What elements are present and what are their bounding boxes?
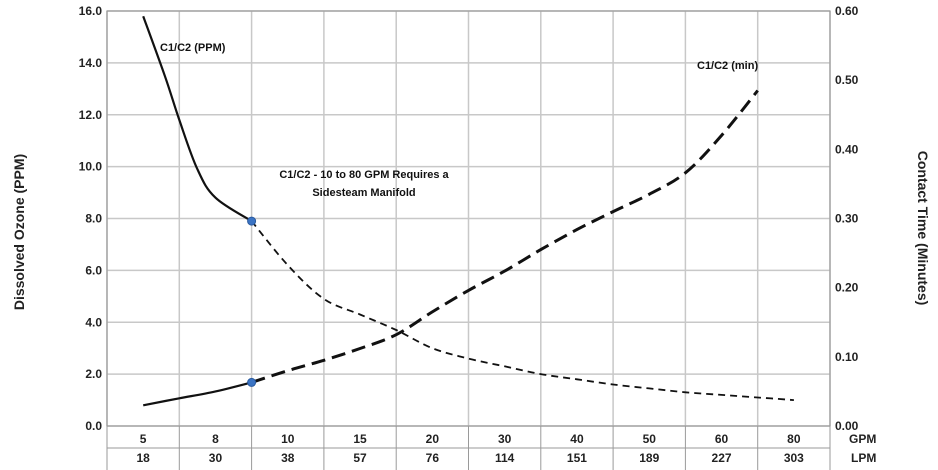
- right-tick-label: 0.50: [835, 73, 859, 87]
- x-tick-gpm: 15: [353, 432, 367, 446]
- x-tick-gpm: 60: [715, 432, 729, 446]
- x-tick-gpm: 50: [643, 432, 657, 446]
- series-layer: [142, 15, 794, 407]
- left-tick-label: 12.0: [79, 108, 103, 122]
- left-tick-label: 14.0: [79, 56, 103, 70]
- x-tick-lpm: 18: [136, 451, 150, 465]
- series-label-ppm: C1/C2 (PPM): [160, 42, 226, 54]
- x-tick-lpm: 303: [784, 451, 804, 465]
- left-axis-title: Dissolved Ozone (PPM): [11, 154, 27, 310]
- left-tick-label: 4.0: [85, 315, 102, 329]
- lpm-units-label: LPM: [851, 451, 876, 465]
- x-tick-lpm: 57: [353, 451, 367, 465]
- right-axis-title: Contact Time (Minutes): [915, 151, 931, 306]
- x-tick-lpm: 189: [639, 451, 659, 465]
- right-tick-label: 0.20: [835, 281, 859, 295]
- x-tick-lpm: 114: [495, 451, 515, 465]
- x-tick-gpm: 80: [787, 432, 801, 446]
- x-tick-gpm: 8: [212, 432, 219, 446]
- x-tick-lpm: 38: [281, 451, 295, 465]
- left-tick-label: 10.0: [79, 160, 103, 174]
- left-tick-label: 6.0: [85, 263, 102, 277]
- x-tick-lpm: 227: [712, 451, 732, 465]
- left-tick-label: 16.0: [79, 4, 103, 18]
- x-tick-lpm: 76: [426, 451, 440, 465]
- x-tick-gpm: 40: [570, 432, 584, 446]
- left-axis-ticks: 0.0 2.0 4.0 6.0 8.0 10.0 12.0 14.0 16.0: [79, 4, 103, 433]
- right-tick-label: 0.40: [835, 142, 859, 156]
- x-tick-gpm: 30: [498, 432, 512, 446]
- series-line-ppm-solid: [142, 15, 253, 223]
- series-line-min-solid: [142, 381, 252, 407]
- left-tick-label: 8.0: [85, 212, 102, 226]
- series-line-ppm-dashed: [250, 220, 794, 401]
- right-axis-ticks: 0.00 0.10 0.20 0.30 0.40 0.50 0.60: [835, 4, 859, 433]
- series-label-min: C1/C2 (min): [697, 60, 758, 72]
- right-tick-label: 0.30: [835, 212, 859, 226]
- x-tick-gpm: 20: [426, 432, 440, 446]
- x-tick-gpm: 10: [281, 432, 295, 446]
- left-tick-label: 2.0: [85, 367, 102, 381]
- right-tick-label: 0.10: [835, 350, 859, 364]
- right-tick-label: 0.60: [835, 4, 859, 18]
- x-tick-lpm: 30: [209, 451, 223, 465]
- x-axis-table: 5 8 10 15 20 30 40 50 60 80 18 30 38 57 76 114 151 189 227…: [106, 426, 831, 470]
- right-tick-label: 0.00: [835, 419, 859, 433]
- gpm-units-label: GPM: [849, 432, 876, 446]
- data-point-marker: [247, 377, 257, 387]
- data-point-marker: [247, 216, 257, 226]
- x-tick-lpm: 151: [567, 451, 587, 465]
- series-line-min-dashed: [251, 89, 759, 384]
- x-tick-gpm: 5: [140, 432, 147, 446]
- grid-layer: [106, 10, 831, 427]
- annotation-line-2: Sidesteam Manifold: [312, 187, 415, 199]
- left-tick-label: 0.0: [85, 419, 102, 433]
- annotation-line-1: C1/C2 - 10 to 80 GPM Requires a: [279, 169, 449, 181]
- marker-layer: [247, 216, 257, 387]
